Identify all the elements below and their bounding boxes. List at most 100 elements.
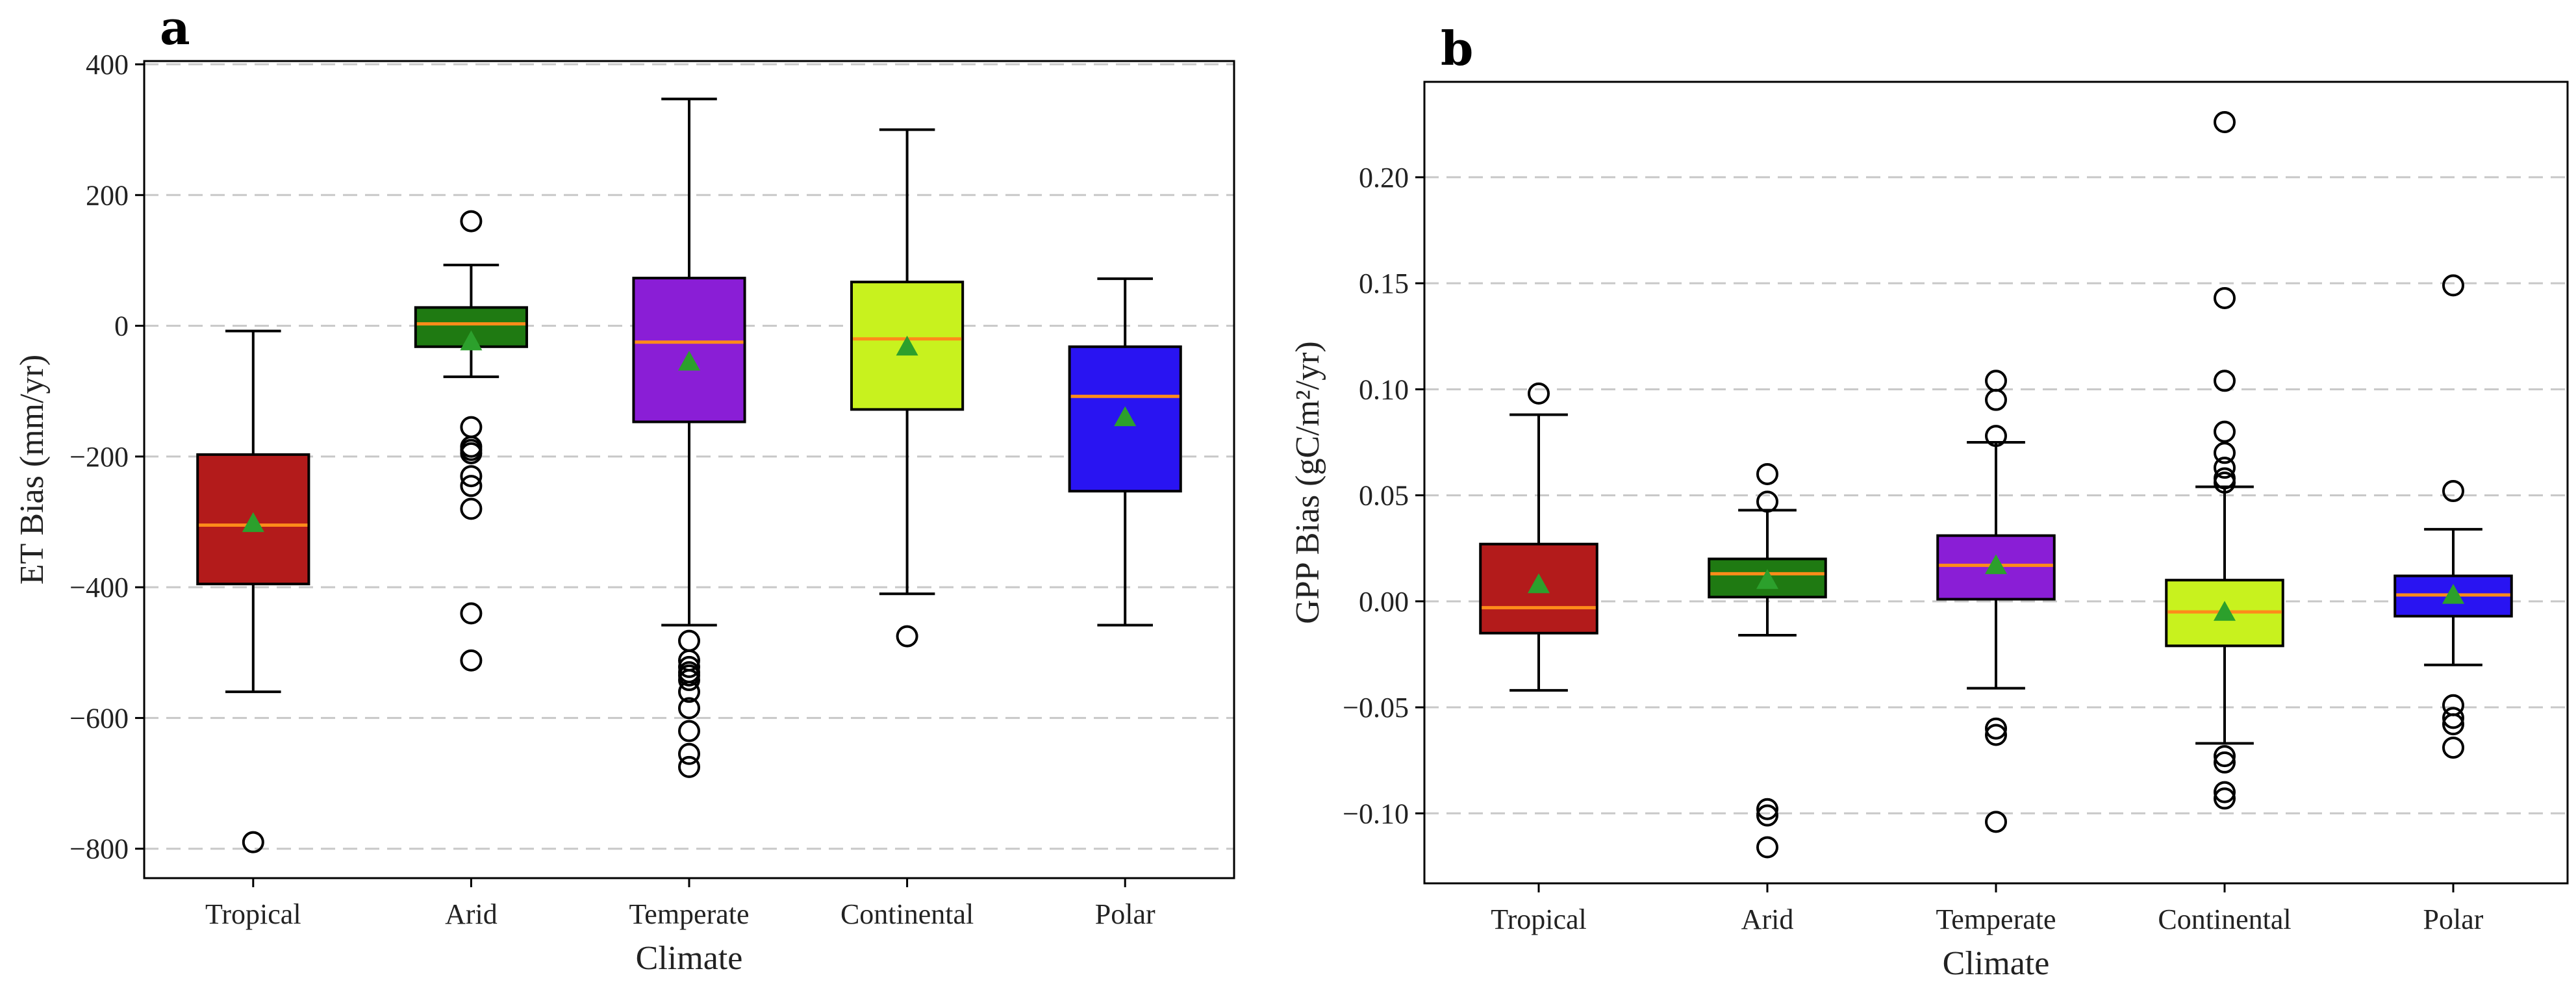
x-tick-label: Arid: [445, 898, 498, 930]
box-polar: [2393, 274, 2513, 759]
mean-marker: [678, 350, 700, 371]
y-tick-label: −400: [69, 572, 129, 603]
outlier-point: [460, 416, 483, 438]
outlier-point: [678, 755, 700, 778]
outlier-point: [242, 831, 264, 853]
mean-marker: [1985, 554, 2007, 574]
outlier-point: [1756, 798, 1778, 820]
y-tick-label: −200: [69, 441, 129, 473]
y-tick-label: 0.20: [1359, 162, 1409, 194]
x-tick-label: Polar: [2423, 903, 2484, 935]
x-tick-label: Arid: [1741, 903, 1794, 935]
outlier-point: [2214, 370, 2236, 392]
outlier-point: [2442, 713, 2464, 736]
outlier-point: [2214, 751, 2236, 774]
box-arid: [1708, 462, 1827, 859]
y-tick-label: −0.05: [1343, 692, 1409, 724]
x-axis-title: Climate: [1943, 945, 2050, 982]
y-tick-label: 0: [114, 310, 129, 342]
y-tick-label: 200: [86, 179, 129, 211]
outlier-point: [678, 669, 700, 692]
outlier-point: [2442, 737, 2464, 759]
y-tick-label: −600: [69, 702, 129, 734]
box-continental: [850, 128, 965, 648]
y-tick-label: 0.10: [1359, 373, 1409, 405]
panel-b: 0.20 0.15 0.10 0.05 0.00 −0.05 −0.10 Tropical Ar…: [1289, 21, 2569, 982]
outlier-point: [2214, 457, 2236, 479]
outlier-point: [1756, 462, 1778, 485]
outlier-point: [2214, 442, 2236, 464]
outlier-point: [1985, 388, 2007, 411]
panel-a: 400 200 0 −200 −400 −600 −800 Tropical Arid Tempe…: [14, 0, 1235, 977]
box-polar: [1068, 277, 1182, 627]
x-tick-label: Polar: [1095, 898, 1155, 930]
x-tick-label: Temperate: [1936, 903, 2056, 935]
outlier-point: [2214, 781, 2236, 803]
outlier-point: [678, 655, 700, 678]
x-tick-label: Temperate: [629, 898, 749, 930]
outlier-point: [1985, 724, 2007, 746]
outlier-point: [678, 697, 700, 720]
mean-marker: [1756, 569, 1778, 589]
outlier-point: [460, 442, 483, 464]
y-axis-title: GPP Bias (gC/m²/yr): [1289, 341, 1326, 624]
y-axis-title: ET Bias (mm/yr): [14, 355, 51, 585]
y-tick-label: −0.10: [1343, 798, 1409, 829]
box-temperate: [632, 97, 746, 778]
outlier-point: [2214, 745, 2236, 768]
outlier-point: [460, 475, 483, 498]
outlier-point: [896, 625, 918, 648]
outlier-point: [1985, 717, 2007, 740]
x-tick-label: Tropical: [205, 898, 301, 930]
outlier-point: [1985, 370, 2007, 392]
outlier-point: [678, 629, 700, 652]
mean-marker: [1114, 406, 1137, 427]
panel-letter: b: [1441, 21, 1473, 76]
outlier-point: [678, 742, 700, 765]
outlier-point: [2214, 286, 2236, 309]
y-tick-label: 0.00: [1359, 586, 1409, 618]
mean-marker: [896, 335, 918, 356]
mean-marker: [242, 512, 264, 533]
box-tropical: [196, 329, 310, 853]
outlier-point: [1985, 811, 2007, 833]
box-tropical: [1479, 382, 1598, 692]
outlier-point: [2214, 111, 2236, 134]
outlier-point: [1528, 382, 1550, 405]
outlier-point: [2442, 480, 2464, 503]
outlier-point: [460, 498, 483, 520]
outlier-point: [678, 720, 700, 742]
iqr-box: [632, 277, 746, 423]
y-tick-label: 400: [86, 49, 129, 81]
outlier-point: [1985, 425, 2007, 448]
outlier-point: [678, 681, 700, 703]
outlier-point: [2442, 707, 2464, 729]
outlier-point: [1756, 804, 1778, 827]
panel-letter: a: [160, 0, 190, 55]
x-tick-label: Tropical: [1491, 903, 1587, 935]
x-tick-label: Continental: [2158, 903, 2291, 935]
y-tick-label: −800: [69, 833, 129, 865]
outlier-point: [2214, 787, 2236, 810]
mean-marker: [2442, 584, 2464, 604]
x-tick-label: Continental: [840, 898, 974, 930]
y-tick-label: 0.05: [1359, 480, 1409, 512]
outlier-point: [2214, 472, 2236, 494]
box-continental: [2165, 111, 2284, 810]
mean-marker: [1528, 573, 1550, 594]
outlier-point: [460, 465, 483, 488]
y-tick-label: 0.15: [1359, 268, 1409, 299]
mean-marker: [460, 330, 483, 351]
outlier-point: [460, 602, 483, 625]
outlier-point: [460, 210, 483, 233]
box-temperate: [1936, 370, 2056, 833]
outlier-point: [2214, 420, 2236, 443]
box-arid: [414, 210, 528, 672]
outlier-point: [1756, 490, 1778, 513]
outlier-point: [1756, 836, 1778, 859]
outlier-point: [460, 649, 483, 672]
mean-marker: [2214, 601, 2236, 621]
outlier-point: [2442, 274, 2464, 297]
x-axis-title: Climate: [636, 940, 743, 977]
